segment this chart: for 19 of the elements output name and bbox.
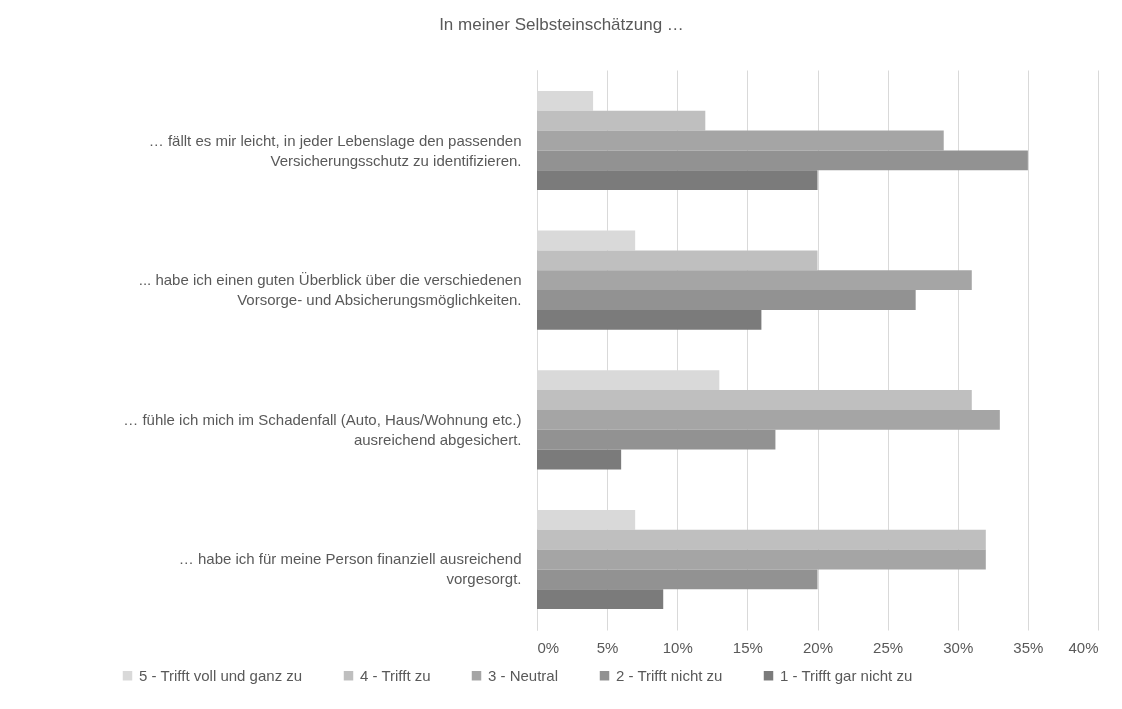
x-tick-label: 15% — [732, 638, 763, 656]
x-tick-label: 5% — [596, 638, 619, 656]
x-tick-label: 35% — [1013, 638, 1044, 656]
x-tick-label: 25% — [873, 638, 904, 656]
y-tick-label: … fällt es mir leicht, in jeder Lebenslage den passenden Versicherungsschutz zu identifizieren. — [148, 131, 522, 169]
x-tick-label: 30% — [943, 638, 974, 656]
x-tick-label: 40% — [1068, 638, 1099, 656]
y-tick-label: … fühle ich mich im Schadenfall (Auto, Haus/Wohnung etc.) ausreichend abgesichert. — [123, 410, 522, 448]
x-tick-label: 20% — [802, 638, 834, 656]
legend-label: 3 - Neutral — [488, 666, 559, 684]
x-tick-label: 0% — [537, 638, 560, 656]
chart-title: In meiner Selbsteinschätzung … — [439, 15, 684, 34]
legend-label: 1 - Trifft gar nicht zu — [780, 666, 913, 684]
legend-label: 5 - Trifft voll und ganz zu — [139, 666, 303, 684]
y-tick-label: ... habe ich einen guten Überblick über die verschiedenen Vorsorge- und Absicherungsmöglichkeiten. — [138, 271, 522, 309]
legend-label: 2 - Trifft nicht zu — [616, 666, 723, 684]
x-tick-label: 10% — [662, 638, 693, 656]
y-tick-label: … habe ich für meine Person finanziell ausreichend vorgesorgt. — [178, 550, 522, 588]
legend-label: 4 - Trifft zu — [360, 666, 431, 684]
